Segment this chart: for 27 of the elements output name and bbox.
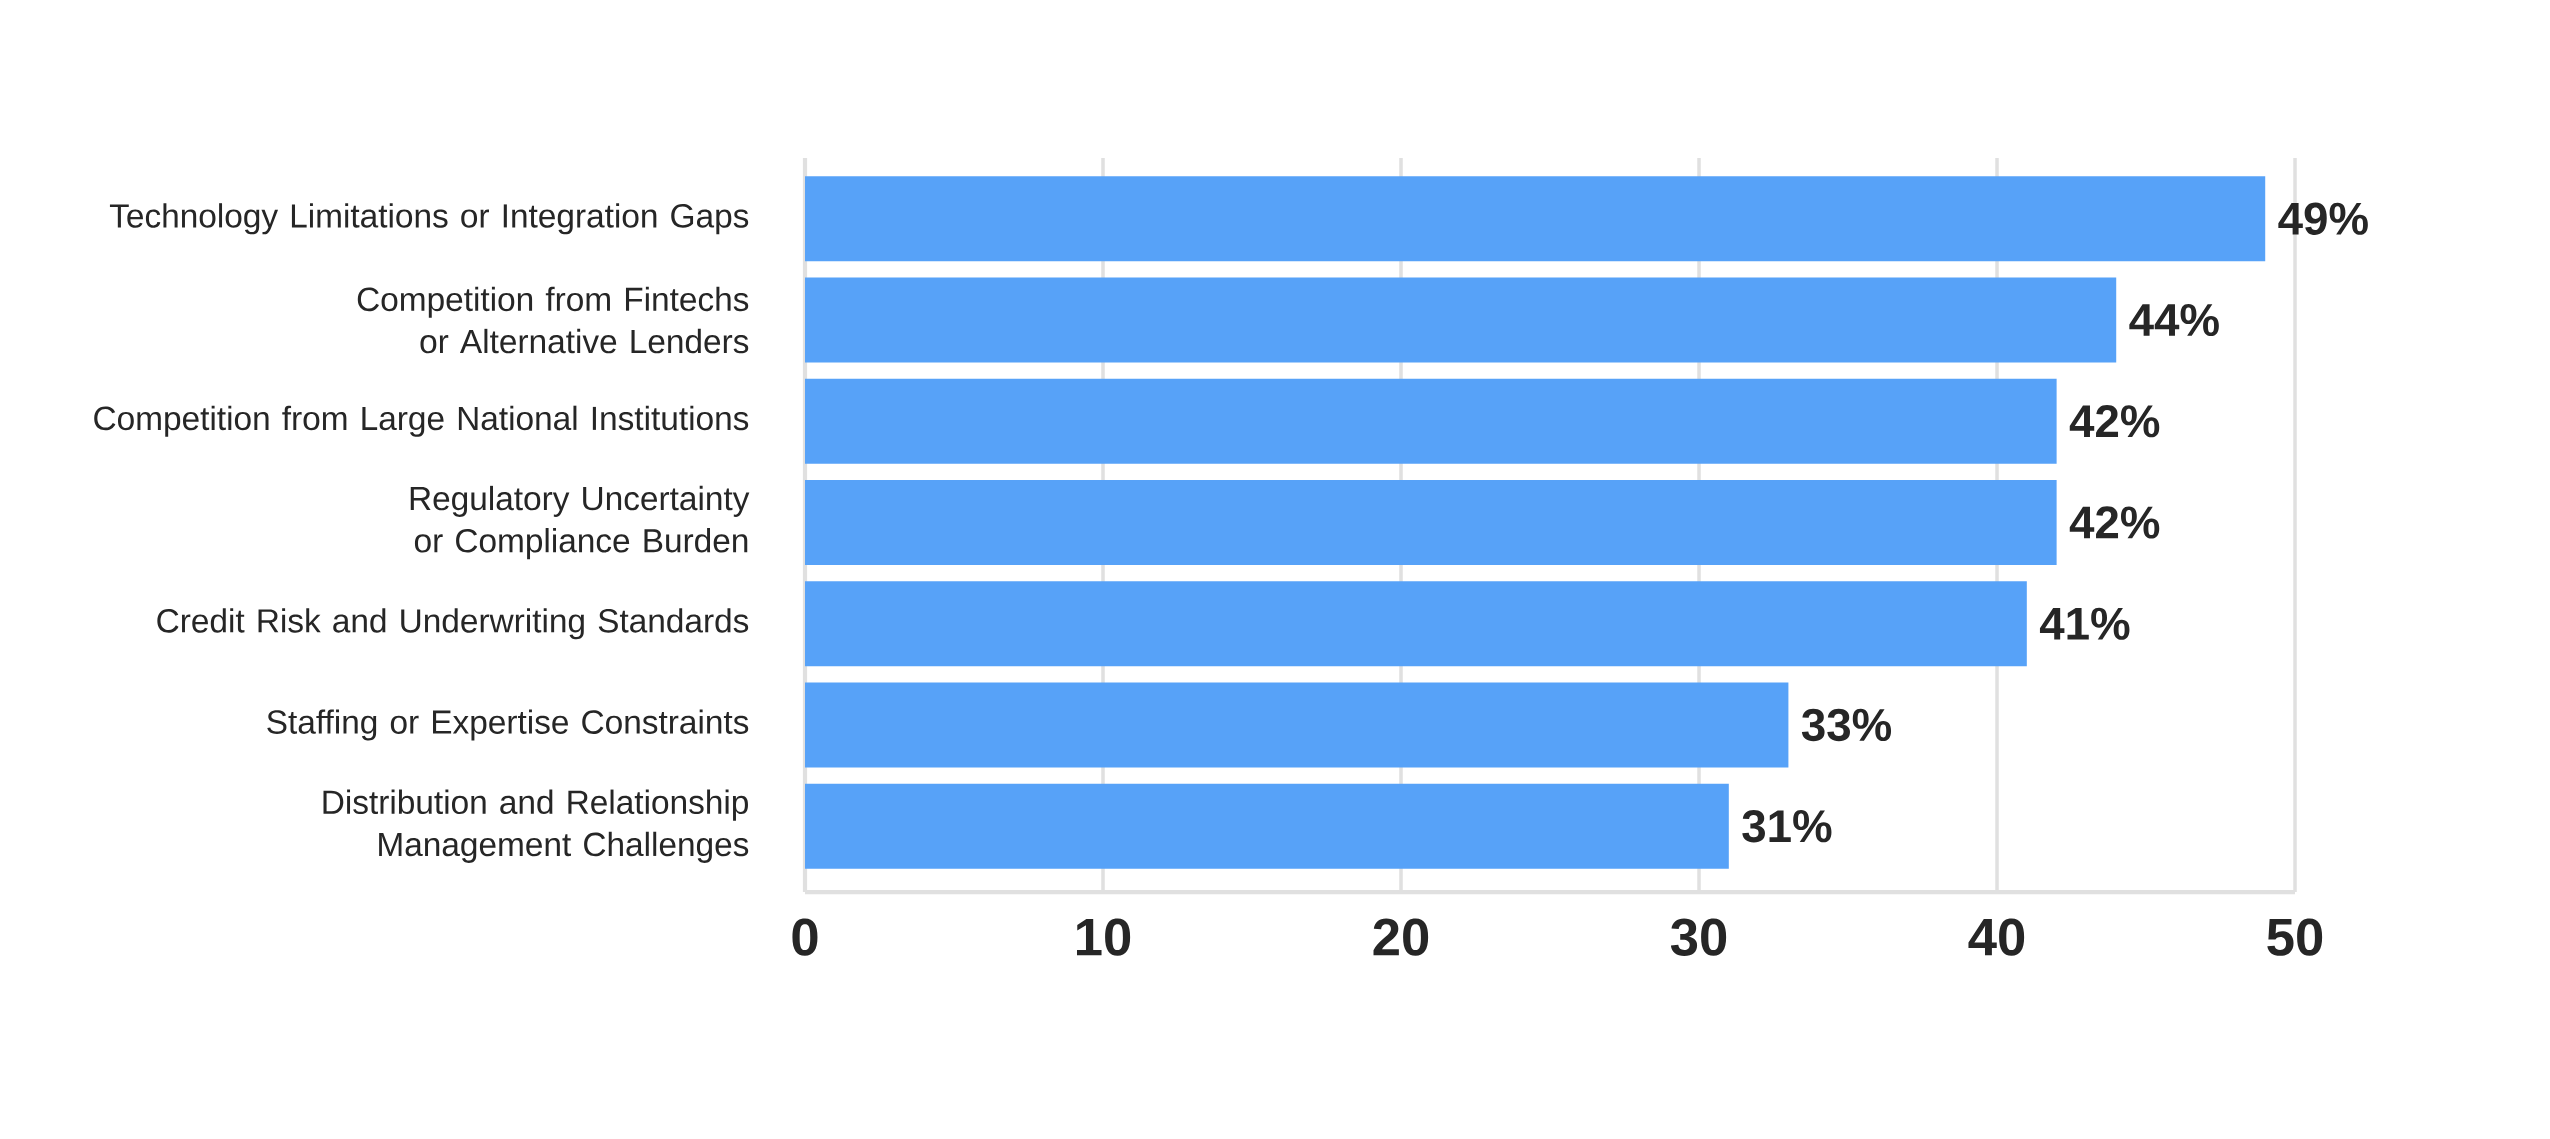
bar [805, 581, 2027, 667]
data-label: 49% [2278, 202, 2368, 235]
y-tick-label: Distribution and Relationship Management Challenges [323, 789, 749, 863]
y-tick-label: Competition from Fintechs or Alternative Lenders [357, 286, 749, 354]
data-label: 44% [2129, 303, 2219, 337]
bar [805, 682, 1789, 768]
data-label: 33% [1801, 708, 1892, 742]
y-tick-label: Credit Risk and Underwriting Standards [157, 608, 749, 640]
data-label: 41% [2039, 607, 2130, 640]
x-tick-label: 50 [2267, 918, 2323, 956]
y-tick-label: Technology Limitations or Integration Gaps [109, 203, 749, 235]
x-tick-label: 30 [1670, 918, 1727, 956]
data-label: 42% [2069, 506, 2160, 539]
data-label: 42% [2069, 405, 2160, 438]
bar [805, 277, 2117, 363]
bar [805, 479, 2057, 566]
bar [805, 176, 2266, 262]
x-tick-label: 0 [792, 918, 818, 956]
y-tick-label: Regulatory Uncertainty or Compliance Burden [410, 485, 750, 560]
x-tick-label: 20 [1373, 918, 1429, 956]
data-label: 31% [1742, 809, 1832, 843]
y-tick-label: Staffing or Expertise Constraints [267, 709, 749, 741]
y-tick-label: Competition from Large National Institutions [94, 405, 749, 437]
bar [805, 378, 2057, 464]
x-tick-label: 40 [1968, 918, 2025, 956]
bar [805, 783, 1729, 869]
x-tick-label: 10 [1077, 918, 1131, 956]
